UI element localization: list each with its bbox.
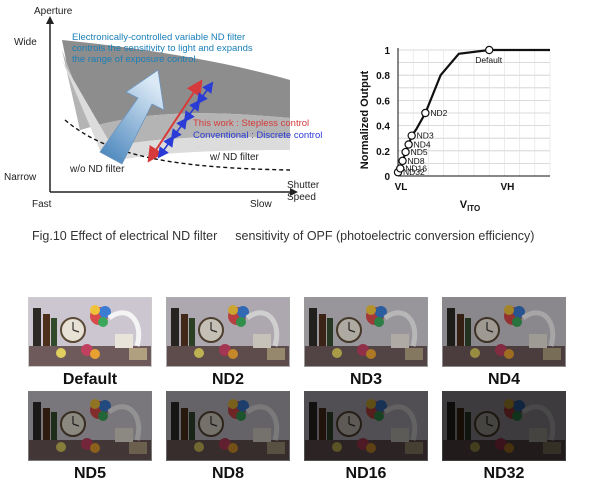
scene-photo [28, 297, 152, 367]
y-top-label: Wide [14, 37, 37, 48]
marker-label: ND5 [411, 147, 428, 157]
discrete-arrow-1 [196, 81, 214, 105]
y-tick-label: 0.2 [376, 147, 390, 158]
x-axis-label-line2: Speed [287, 192, 316, 203]
marker-label: Default [475, 55, 503, 65]
y-axis-label: Aperture [34, 6, 73, 17]
without-filter-curve [64, 119, 291, 171]
marker-label: ND3 [417, 131, 434, 141]
chart-x-ticks: VL VH [395, 182, 515, 193]
scene-photo [304, 391, 428, 461]
marker-nd16 [396, 164, 405, 173]
caption-part1: Fig.10 Effect of electrical ND filter [32, 229, 218, 243]
x-right-label: Slow [250, 199, 272, 210]
stepless-label: This work : Stepless control [193, 118, 309, 129]
photo-label: ND3 [349, 371, 382, 388]
y-bottom-label: Narrow [4, 172, 37, 183]
discrete-arrow-4 [157, 135, 175, 159]
discrete-arrow-2 [183, 99, 201, 123]
x-left-label: Fast [32, 199, 52, 210]
scene-photo [442, 391, 566, 461]
marker-label: ND2 [430, 108, 447, 118]
scene-photo [28, 391, 152, 461]
with-filter-label: w/ ND filter [209, 152, 260, 163]
description-line1: Electronically-controlled variable ND fi… [72, 32, 245, 43]
photo-label: Default [62, 371, 118, 388]
x-tick-label: VL [395, 182, 408, 193]
marker-label: ND4 [414, 140, 431, 150]
figure-caption: Fig.10 Effect of electrical ND filter sen… [32, 229, 534, 243]
y-tick-label: 0.6 [376, 96, 390, 107]
photo-label: ND5 [73, 465, 106, 482]
x-axis-label-line1: Shutter [287, 180, 320, 191]
discrete-arrows [157, 81, 214, 159]
photo-label: ND32 [483, 465, 525, 482]
description-line2: controls the sensitivity to light and ex… [72, 43, 253, 54]
scene-photo [166, 297, 290, 367]
marker-nd5 [401, 147, 410, 157]
marker-nd4 [404, 140, 413, 149]
description-line3: the range of exposure control. [72, 54, 198, 65]
chart-y-ticks: 0 0.2 0.4 0.6 0.8 1 [376, 46, 390, 183]
chart-grid [397, 48, 551, 177]
chart-ylabel: Normalized Output [359, 70, 371, 169]
chart-xlabel: VITO [460, 199, 481, 213]
marker-nd8 [398, 156, 407, 166]
marker-label: ND32 [403, 167, 425, 177]
without-filter-label: w/o ND filter [69, 164, 125, 175]
y-tick-label: 1 [384, 46, 390, 57]
photo-label: ND16 [345, 465, 387, 482]
discrete-arrow-3 [170, 117, 188, 141]
caption-part2: sensitivity of OPF (photoelectric conver… [235, 229, 535, 243]
photo-label: ND8 [211, 465, 244, 482]
marker-label: ND16 [405, 163, 427, 173]
chart-xlabel-main: V [460, 199, 468, 211]
y-axis-arrowhead [46, 16, 54, 24]
chart-xlabel-sub: ITO [467, 204, 480, 213]
marker-nd2 [421, 108, 430, 118]
scene-photo [304, 297, 428, 367]
marker-nd3 [407, 131, 416, 140]
marker-label: ND8 [408, 156, 425, 166]
x-axis-arrowhead [290, 188, 298, 196]
marker-default [484, 45, 494, 55]
photo-label: ND4 [487, 371, 520, 388]
y-tick-label: 0.4 [376, 122, 390, 133]
y-tick-label: 0.8 [376, 71, 390, 82]
scene-photo [166, 391, 290, 461]
discrete-label: Conventional : Discrete control [193, 130, 322, 141]
y-tick-label: 0 [384, 172, 390, 183]
scene-photo [442, 297, 566, 367]
exposure-diagram: Aperture Wide Narrow Fast Slow Shutter S… [4, 6, 322, 210]
x-tick-label: VH [500, 182, 514, 193]
photo-label: ND2 [211, 371, 244, 388]
normalized-output-chart: 0 0.2 0.4 0.6 0.8 1 VL VH ND32ND16ND8ND5ND4ND3… [359, 45, 551, 213]
